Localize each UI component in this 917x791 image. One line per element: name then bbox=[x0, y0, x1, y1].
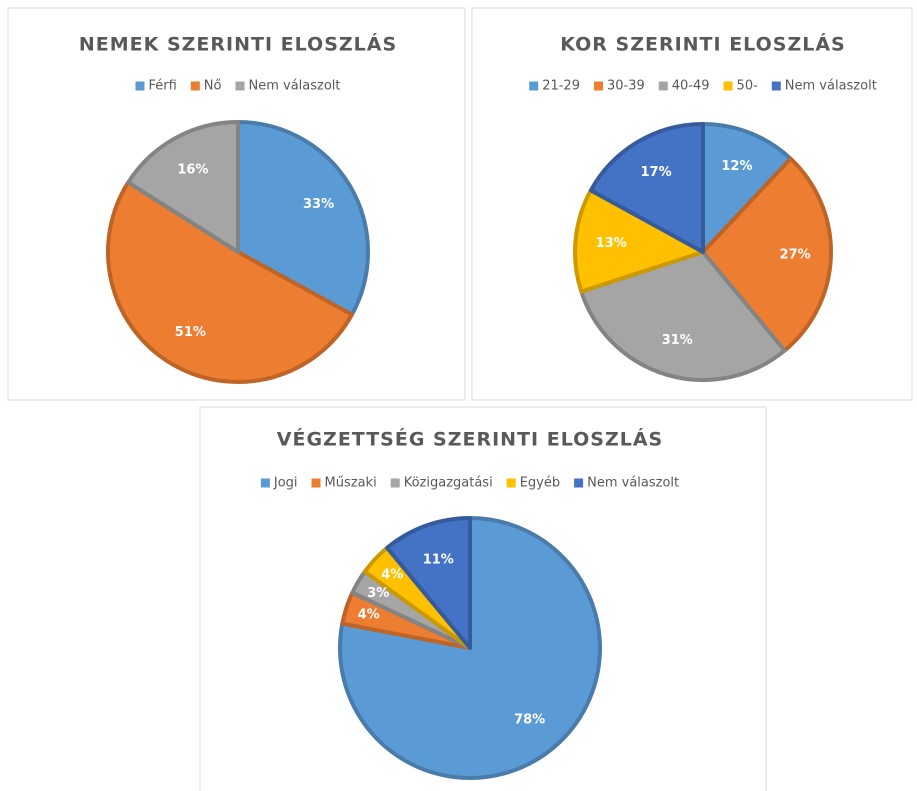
chart-title: NEMEK SZERINTI ELOSZLÁS bbox=[79, 33, 397, 56]
data-label: 4% bbox=[381, 568, 403, 583]
pie-slice bbox=[701, 122, 793, 254]
legend-swatch bbox=[574, 478, 584, 488]
chart: NEMEK SZERINTI ELOSZLÁS Férfi Nő Nem válasz… bbox=[7, 7, 466, 401]
chart-title: KOR SZERINTI ELOSZLÁS bbox=[560, 33, 845, 56]
data-label: 31% bbox=[662, 333, 693, 348]
pie-slice bbox=[573, 188, 705, 294]
legend-label: Nem válaszolt bbox=[587, 476, 679, 491]
legend: 21-29 30-39 40-49 50- Nem válaszolt bbox=[529, 79, 877, 94]
legend-label: Jogi bbox=[273, 476, 298, 491]
data-label: 27% bbox=[780, 247, 811, 262]
data-label: 17% bbox=[641, 165, 672, 180]
data-label: 12% bbox=[721, 159, 752, 174]
legend-swatch bbox=[723, 81, 733, 91]
legend-label: 50- bbox=[737, 79, 759, 94]
data-label: 3% bbox=[367, 586, 389, 601]
legend-swatch bbox=[529, 81, 539, 91]
legend-label: Nő bbox=[204, 79, 222, 94]
chart: KOR SZERINTI ELOSZLÁS 21-29 30-39 40-49 50- N… bbox=[471, 7, 913, 401]
legend-swatch bbox=[311, 478, 321, 488]
data-label: 78% bbox=[514, 713, 545, 728]
legend-swatch bbox=[190, 81, 200, 91]
pie-slice bbox=[385, 516, 472, 650]
legend-swatch bbox=[135, 81, 145, 91]
legend-label: 21-29 bbox=[542, 79, 580, 94]
pie-slice bbox=[126, 120, 240, 254]
pie-slice bbox=[579, 250, 787, 382]
legend-label: Egyéb bbox=[520, 476, 560, 491]
legend-swatch bbox=[593, 81, 603, 91]
data-label: 16% bbox=[177, 162, 208, 177]
chart: VÉGZETTSÉG SZERINTI ELOSZLÁS Jogi Műszaki K… bbox=[199, 406, 767, 791]
legend-swatch bbox=[771, 81, 781, 91]
legend-swatch bbox=[390, 478, 400, 488]
pie-slice bbox=[588, 122, 705, 254]
legend-label: 40-49 bbox=[672, 79, 710, 94]
legend: Férfi Nő Nem válaszolt bbox=[135, 79, 341, 94]
legend-label: Nem válaszolt bbox=[248, 79, 340, 94]
data-label: 51% bbox=[175, 325, 206, 340]
legend-label: Közigazgatási bbox=[404, 476, 493, 491]
legend-swatch bbox=[658, 81, 668, 91]
pie-slice bbox=[701, 156, 833, 353]
pie-slice bbox=[236, 120, 370, 317]
legend-swatch bbox=[506, 478, 516, 488]
legend-label: Műszaki bbox=[325, 476, 377, 491]
legend-label: Nem válaszolt bbox=[785, 79, 877, 94]
legend-swatch bbox=[235, 81, 245, 91]
pie-slice bbox=[106, 180, 354, 384]
data-label: 33% bbox=[303, 197, 334, 212]
legend: Jogi Műszaki Közigazgatási Egyéb Nem válaszo… bbox=[260, 476, 679, 491]
legend-label: 30-39 bbox=[607, 79, 645, 94]
data-label: 11% bbox=[423, 552, 454, 567]
chart-title: VÉGZETTSÉG SZERINTI ELOSZLÁS bbox=[277, 428, 663, 451]
data-label: 4% bbox=[358, 608, 380, 623]
legend-swatch bbox=[260, 478, 270, 488]
data-label: 13% bbox=[596, 236, 627, 251]
legend-label: Férfi bbox=[148, 79, 176, 94]
